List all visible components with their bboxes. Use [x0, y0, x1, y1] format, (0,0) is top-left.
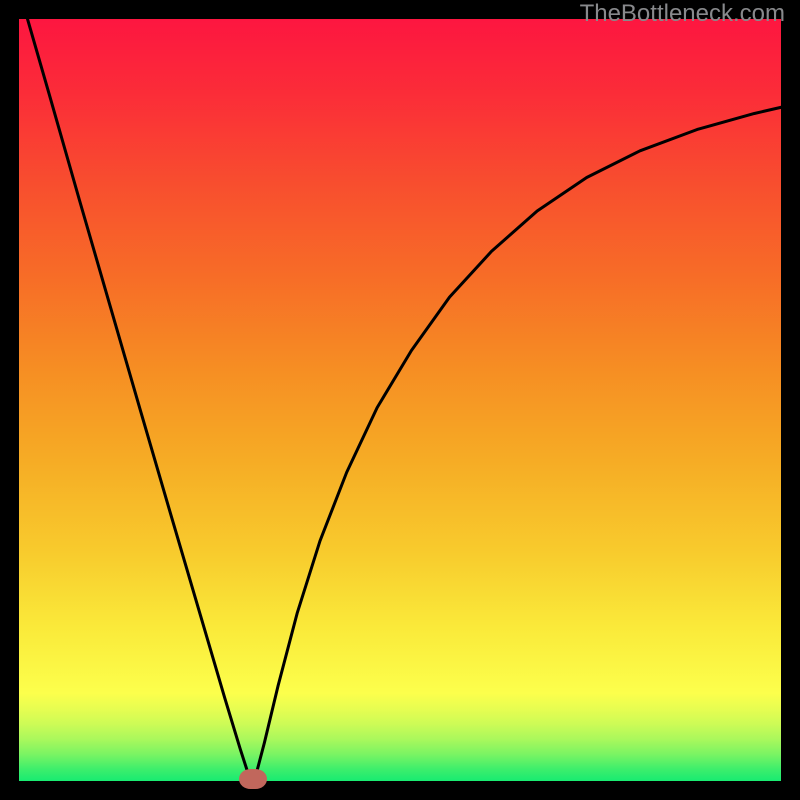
minimum-marker — [239, 769, 266, 789]
bottleneck-curve — [27, 16, 784, 780]
chart-container: TheBottleneck.com — [0, 0, 800, 800]
watermark-text: TheBottleneck.com — [580, 0, 785, 28]
curve-layer — [0, 0, 800, 800]
